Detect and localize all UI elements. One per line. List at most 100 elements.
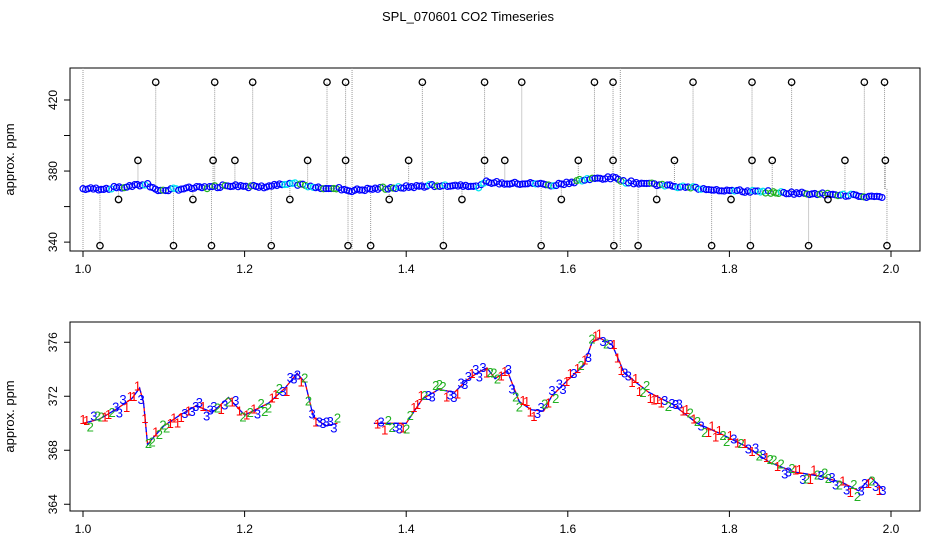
top-spike-point (344, 241, 352, 250)
top-spike-point (480, 156, 489, 165)
top-spike-point (210, 78, 219, 87)
bottom-marker-3: 3 (188, 404, 195, 419)
bottom-plot-frame (69, 321, 921, 512)
bottom-marker-1: 1 (679, 403, 686, 418)
top-data-point (118, 184, 126, 192)
bottom-marker-2: 2 (639, 385, 646, 400)
bottom-x-tick-label: 1.4 (398, 522, 415, 536)
top-spike-point (609, 78, 617, 87)
bottom-marker-3: 3 (599, 334, 606, 349)
bottom-marker-1: 1 (741, 436, 748, 451)
top-data-point (865, 192, 873, 200)
bottom-marker-3: 3 (861, 476, 868, 491)
bottom-marker-1: 1 (250, 402, 257, 417)
top-data-point (516, 180, 524, 189)
bottom-marker-1: 1 (618, 363, 625, 378)
bottom-marker-1: 1 (174, 416, 181, 431)
top-data-point (366, 185, 374, 193)
bottom-marker-1: 1 (199, 399, 206, 414)
bottom-marker-1: 1 (592, 328, 599, 343)
panel-bottom: 1.0 1.2 1.4 1.6 1.8 2.0 364 368 372 376 approx. pp… (2, 321, 921, 536)
bottom-y-axis-label: approx. ppm (2, 380, 17, 452)
top-spike-point (169, 241, 178, 250)
bottom-marker-1: 1 (123, 400, 130, 415)
bottom-marker-3: 3 (450, 390, 457, 405)
bottom-marker-2: 2 (436, 377, 443, 392)
bottom-marker-3: 3 (730, 431, 737, 446)
bottom-y-tick-label: 368 (46, 440, 60, 460)
top-data-point (322, 184, 330, 193)
top-data-point (159, 186, 167, 194)
top-data-point (464, 182, 472, 191)
bottom-marker-3: 3 (392, 419, 399, 434)
bottom-marker-3: 3 (290, 372, 297, 387)
bottom-marker-1: 1 (105, 407, 112, 422)
bottom-marker-1: 1 (647, 391, 654, 406)
bottom-marker-3: 3 (548, 383, 555, 398)
bottom-marker-1: 1 (228, 394, 235, 409)
bottom-marker-1: 1 (632, 371, 639, 386)
bottom-marker-3: 3 (465, 369, 472, 384)
bottom-marker-1: 1 (636, 384, 643, 399)
bottom-marker-2: 2 (265, 401, 272, 416)
top-spike-point (480, 78, 489, 87)
top-data-point (855, 192, 863, 200)
top-data-point (327, 184, 335, 193)
bottom-marker-3: 3 (556, 377, 563, 392)
bottom-marker-2: 2 (836, 478, 843, 493)
bottom-marker-1: 1 (218, 402, 225, 417)
top-spike-point (574, 156, 583, 165)
bottom-marker-1: 1 (236, 403, 243, 418)
top-data-point (286, 179, 294, 187)
bottom-marker-2: 2 (403, 422, 410, 437)
top-x-tick-label: 1.6 (559, 262, 576, 276)
bottom-marker-3: 3 (254, 407, 261, 422)
top-spike-point (248, 78, 257, 87)
top-spike-point (860, 78, 869, 87)
bottom-x-tick-label: 1.0 (75, 522, 92, 536)
top-spike-point (96, 241, 104, 250)
top-data-point (467, 182, 475, 190)
bottom-marker-1: 1 (774, 459, 781, 474)
bottom-marker-1: 1 (574, 361, 581, 376)
top-data-point (751, 187, 759, 195)
bottom-marker-1: 1 (141, 411, 148, 426)
bottom-plot-area: 1123221123331111312212221111313331333213… (79, 326, 886, 504)
bottom-marker-2: 2 (788, 461, 795, 476)
bottom-marker-1: 1 (243, 407, 250, 422)
bottom-marker-3: 3 (287, 370, 294, 385)
bottom-marker-1: 1 (807, 472, 814, 487)
bottom-marker-2: 2 (388, 420, 395, 435)
bottom-marker-2: 2 (821, 466, 828, 481)
bottom-marker-2: 2 (87, 419, 94, 434)
bottom-marker-1: 1 (796, 462, 803, 477)
bottom-marker-1: 1 (483, 365, 490, 380)
top-data-point (857, 192, 865, 201)
top-data-point (531, 180, 540, 188)
bottom-marker-1: 1 (654, 392, 661, 407)
top-data-point (278, 181, 286, 189)
top-spike-point (500, 156, 509, 165)
bottom-marker-1: 1 (519, 393, 526, 408)
bottom-marker-2: 2 (737, 436, 744, 451)
top-spike-point (323, 78, 331, 87)
bottom-marker-3: 3 (781, 466, 788, 481)
bottom-marker-1: 1 (381, 422, 388, 437)
bottom-marker-3: 3 (505, 362, 512, 377)
bottom-marker-1: 1 (839, 473, 846, 488)
top-data-point (309, 183, 317, 191)
bottom-marker-1: 1 (283, 384, 290, 399)
bottom-marker-1: 1 (847, 485, 854, 500)
top-spike-point (207, 241, 216, 250)
bottom-marker-2: 2 (588, 332, 595, 347)
bottom-marker-3: 3 (625, 368, 632, 383)
bottom-marker-3: 3 (396, 421, 403, 436)
top-y-axis-label: approx. ppm (2, 123, 17, 195)
bottom-marker-1: 1 (185, 403, 192, 418)
bottom-marker-2: 2 (225, 394, 232, 409)
bottom-marker-1: 1 (83, 413, 90, 428)
bottom-marker-1: 1 (418, 388, 425, 403)
bottom-marker-2: 2 (719, 428, 726, 443)
bottom-marker-1: 1 (734, 435, 741, 450)
